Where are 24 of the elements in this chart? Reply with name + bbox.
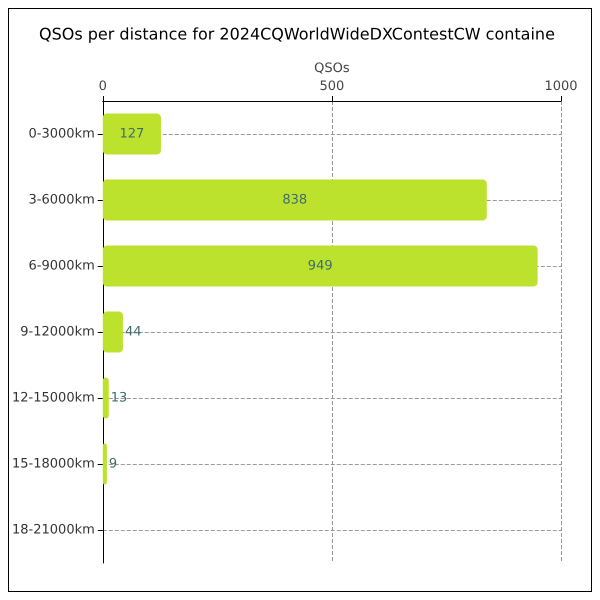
- chart-title: QSOs per distance for 2024CQWorldWideDXContestCW containe: [39, 24, 555, 44]
- bar: [102, 114, 161, 154]
- y-tick-label: 15-18000km: [12, 456, 95, 472]
- x-tick-label: 0: [98, 79, 107, 94]
- y-tick-label: 0-3000km: [28, 126, 95, 142]
- data-label: 949: [308, 258, 333, 274]
- bar: [102, 180, 487, 220]
- bar: [102, 312, 123, 352]
- y-tick-label: 9-12000km: [20, 324, 95, 340]
- x-tick-label: 500: [319, 79, 344, 94]
- data-label: 127: [119, 126, 144, 142]
- data-label: 44: [124, 324, 142, 340]
- y-tick-label: 3-6000km: [28, 192, 95, 208]
- data-label: 9: [108, 456, 118, 472]
- bar: [102, 444, 107, 484]
- y-tick-label: 12-15000km: [12, 390, 95, 406]
- data-label: 838: [282, 192, 308, 208]
- data-label: 13: [110, 390, 128, 406]
- y-tick-label: 18-21000km: [12, 522, 95, 538]
- y-tick-label: 6-9000km: [28, 258, 95, 274]
- x-tick-label: 1000: [544, 79, 578, 94]
- bar: [102, 246, 538, 286]
- bar: [102, 378, 109, 418]
- x-axis-title: QSOs: [314, 61, 350, 76]
